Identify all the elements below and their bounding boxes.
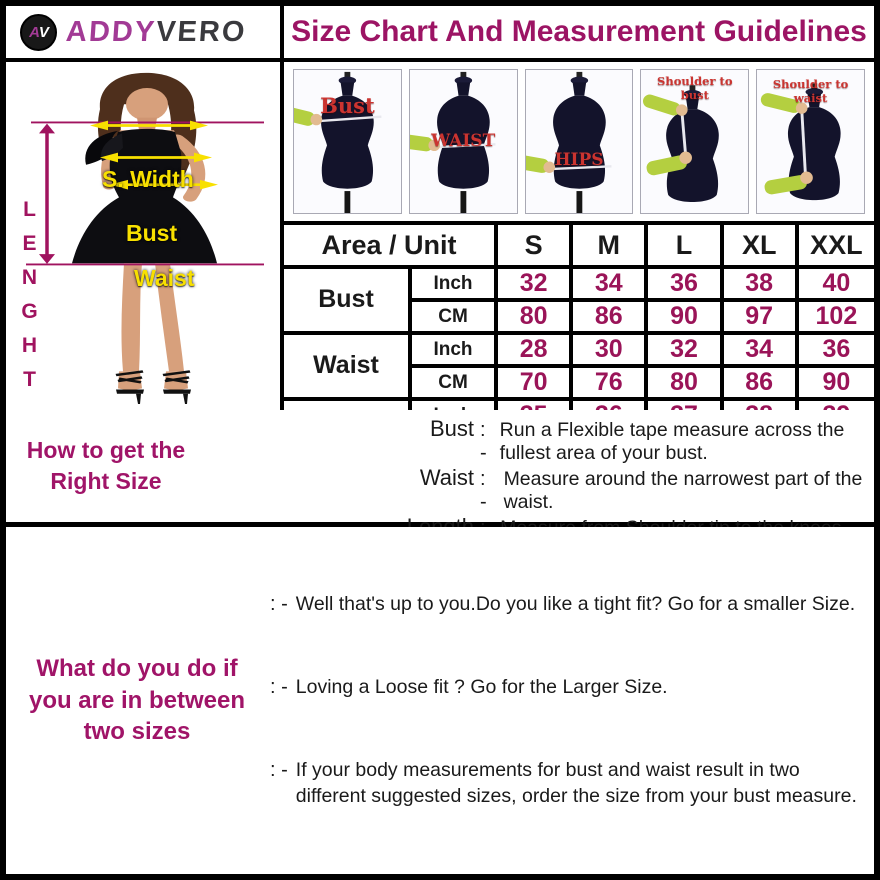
how-to-item-waist: Waist : - Measure around the narrowest p… [206, 465, 866, 514]
column-header-size-xxl: XXL [798, 225, 874, 269]
item-separator: : - [480, 467, 487, 513]
mannequin-hips-illustration [525, 71, 612, 213]
table-cell: 34 [723, 335, 799, 368]
between-sizes-item-text: Loving a Loose fit ? Go for the Larger S… [295, 675, 668, 698]
how-to-heading: How to get the Right Size [26, 436, 186, 494]
item-separator: : - [270, 675, 288, 698]
table-cell: 86 [723, 368, 799, 401]
mannequin-shoulder-bust-illustration [643, 85, 720, 203]
how-to-item-text: Measure around the narrowest part of the… [503, 467, 863, 513]
unit-label: CM [412, 302, 498, 335]
how-to-item-label: Waist [419, 464, 474, 490]
photo-waist: WAIST [408, 69, 518, 214]
table-cell: 34 [573, 269, 649, 302]
photo-shoulder-waist-label: Shoulder to waist [772, 77, 849, 106]
table-cell: 97 [723, 302, 799, 335]
table-cell: 28 [498, 335, 574, 368]
table-cell: 102 [798, 302, 874, 335]
how-to-section: How to get the Right Size Bust : - Run a… [6, 409, 874, 611]
length-vertical-label: LENGHT [18, 198, 41, 402]
row-header-waist: Waist [284, 335, 412, 401]
dress-model-illustration [26, 72, 264, 405]
unit-label: Inch [412, 335, 498, 368]
table-cell: 90 [648, 302, 724, 335]
main-area: LENGHT S. Width Bust Waist [6, 62, 874, 533]
column-header-size-s: S [498, 225, 574, 269]
bust-annotation: Bust [126, 220, 178, 246]
photo-bust-label: Bust [320, 92, 375, 118]
between-sizes-section: What do you do if you are in between two… [6, 526, 874, 875]
table-cell: 38 [723, 269, 799, 302]
photo-shoulder-bust-label: Shoulder to bust [657, 74, 733, 103]
page-title: Size Chart And Measurement Guidelines [291, 15, 867, 48]
monogram-v: V [38, 23, 49, 41]
how-to-list: Bust : - Run a Flexible tape measure acr… [206, 410, 874, 611]
photo-shoulder-to-bust: Shoulder to bust [640, 69, 750, 214]
mannequin-shoulder-waist-illustration [761, 83, 841, 201]
item-separator: : - [480, 418, 487, 464]
item-separator: : - [270, 758, 288, 781]
table-cell: 76 [573, 368, 649, 401]
how-to-item-label: Bust [429, 415, 474, 441]
brand-name: ADDYVERO [65, 16, 248, 49]
between-sizes-item-text: Well that's up to you.Do you like a tigh… [295, 593, 856, 616]
column-header-size-l: L [648, 225, 724, 269]
dress-measurement-figure: LENGHT S. Width Bust Waist [6, 62, 284, 410]
measurement-photo-strip: Bust WAIST [284, 62, 874, 225]
unit-label: Inch [412, 269, 498, 302]
item-separator: : - [270, 593, 288, 616]
table-cell: 90 [798, 368, 874, 401]
table-cell: 36 [798, 335, 874, 368]
between-sizes-item: : - Well that's up to you.Do you like a … [268, 591, 864, 617]
brand-name-secondary: VERO [155, 15, 248, 48]
table-cell: 30 [573, 335, 649, 368]
unit-label: CM [412, 368, 498, 401]
photo-hips: HIPS [524, 69, 634, 214]
mannequin-bust-illustration [294, 71, 382, 213]
right-column: Bust WAIST [284, 62, 874, 533]
between-sizes-list: : - Well that's up to you.Do you like a … [268, 527, 874, 875]
between-sizes-item: : - Loving a Loose fit ? Go for the Larg… [268, 674, 864, 700]
how-to-item-text: Run a Flexible tape measure across the f… [499, 418, 845, 464]
table-cell: 70 [498, 368, 574, 401]
between-sizes-item-text: If your body measurements for bust and w… [295, 758, 857, 808]
photo-shoulder-to-waist: Shoulder to waist [756, 69, 865, 214]
table-cell: 80 [648, 368, 724, 401]
table-cell: 32 [648, 335, 724, 368]
between-sizes-heading: What do you do if you are in between two… [28, 655, 246, 745]
photo-hips-label: HIPS [554, 150, 604, 171]
brand-name-primary: ADDY [64, 15, 158, 48]
shoulder-width-annotation: S. Width [102, 166, 194, 192]
table-cell: 32 [498, 269, 574, 302]
column-header-size-xl: XL [723, 225, 799, 269]
photo-bust: Bust [293, 69, 402, 214]
table-cell: 80 [498, 302, 574, 335]
header-title-cell: Size Chart And Measurement Guidelines [284, 6, 874, 58]
mannequin-waist-illustration [409, 71, 496, 213]
column-header-area-unit: Area / Unit [284, 225, 498, 269]
table-cell: 36 [648, 269, 724, 302]
table-cell: 40 [798, 269, 874, 302]
how-to-item-bust: Bust : - Run a Flexible tape measure acr… [206, 416, 866, 465]
between-sizes-item: : - If your body measurements for bust a… [268, 757, 864, 810]
photo-waist-label: WAIST [431, 131, 496, 152]
table-cell: 86 [573, 302, 649, 335]
row-header-bust: Bust [284, 269, 412, 335]
column-header-size-m: M [573, 225, 649, 269]
waist-annotation: Waist [134, 265, 195, 291]
